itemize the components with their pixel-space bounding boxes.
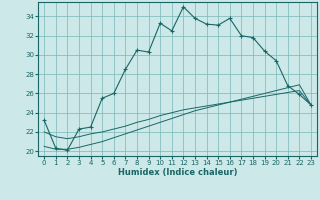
X-axis label: Humidex (Indice chaleur): Humidex (Indice chaleur) [118, 168, 237, 177]
